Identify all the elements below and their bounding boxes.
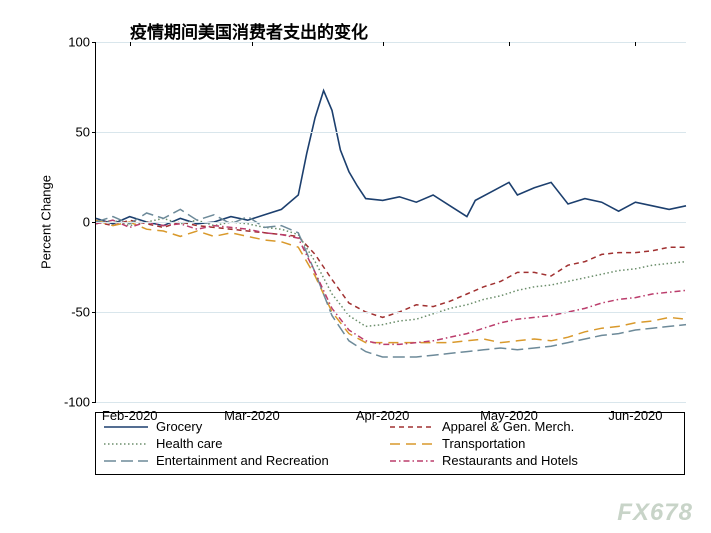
gridline xyxy=(96,312,686,313)
chart-container: 疫情期间美国消费者支出的变化 Percent Change -100-50050… xyxy=(10,10,701,523)
legend-swatch xyxy=(390,420,434,434)
legend-label: Entertainment and Recreation xyxy=(156,453,329,468)
legend-swatch xyxy=(390,437,434,451)
x-tick-mark xyxy=(383,42,384,46)
x-tick-mark xyxy=(252,42,253,46)
legend-item: Health care xyxy=(104,436,390,451)
legend-label: Apparel & Gen. Merch. xyxy=(442,419,574,434)
y-tick-label: 100 xyxy=(68,35,96,50)
legend-swatch xyxy=(104,437,148,451)
legend-label: Transportation xyxy=(442,436,525,451)
series-line xyxy=(96,220,686,344)
legend-item: Entertainment and Recreation xyxy=(104,453,390,468)
gridline xyxy=(96,132,686,133)
legend-label: Health care xyxy=(156,436,222,451)
chart-title: 疫情期间美国消费者支出的变化 xyxy=(130,18,368,43)
gridline xyxy=(96,42,686,43)
series-line xyxy=(96,209,686,357)
x-tick-mark xyxy=(635,42,636,46)
legend-item: Grocery xyxy=(104,419,390,434)
plot-area: Percent Change -100-50050100Feb-2020Mar-… xyxy=(95,42,686,403)
legend: Grocery Apparel & Gen. Merch. Health care T… xyxy=(95,412,685,475)
legend-swatch xyxy=(390,454,434,468)
y-tick-label: -100 xyxy=(64,395,96,410)
y-axis-label: Percent Change xyxy=(39,175,54,269)
legend-item: Transportation xyxy=(390,436,676,451)
legend-label: Grocery xyxy=(156,419,202,434)
legend-label: Restaurants and Hotels xyxy=(442,453,578,468)
series-line xyxy=(96,91,686,226)
series-line xyxy=(96,218,686,326)
y-tick-label: 50 xyxy=(76,125,96,140)
legend-item: Restaurants and Hotels xyxy=(390,453,676,468)
y-tick-label: 0 xyxy=(83,215,96,230)
gridline xyxy=(96,222,686,223)
x-tick-mark xyxy=(509,42,510,46)
legend-item: Apparel & Gen. Merch. xyxy=(390,419,676,434)
series-line xyxy=(96,220,686,317)
legend-swatch xyxy=(104,420,148,434)
legend-swatch xyxy=(104,454,148,468)
y-tick-label: -50 xyxy=(71,305,96,320)
watermark: FX678 xyxy=(617,499,693,527)
x-tick-mark xyxy=(130,42,131,46)
series-line xyxy=(96,220,686,342)
